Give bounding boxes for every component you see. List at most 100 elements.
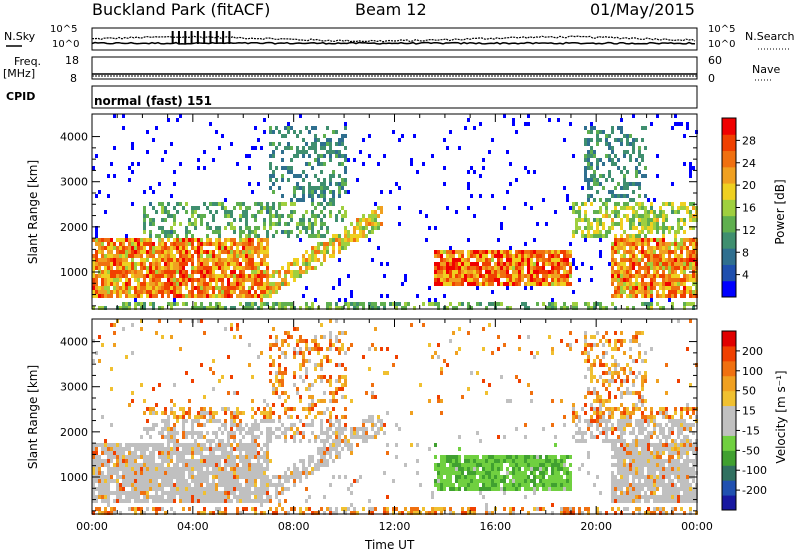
heatmap-cell <box>266 242 269 246</box>
heatmap-cell <box>176 210 179 214</box>
heatmap-cell <box>632 254 635 258</box>
heatmap-cell <box>593 306 596 310</box>
heatmap-cell <box>527 266 530 270</box>
heatmap-cell <box>335 218 338 222</box>
heatmap-cell <box>296 234 299 238</box>
heatmap-cell <box>233 419 236 423</box>
heatmap-cell <box>329 455 332 459</box>
heatmap-cell <box>224 487 227 491</box>
heatmap-cell <box>212 230 215 234</box>
heatmap-cell <box>146 467 149 471</box>
heatmap-cell <box>242 254 245 258</box>
heatmap-cell <box>323 222 326 226</box>
heatmap-cell <box>203 214 206 218</box>
heatmap-cell <box>158 226 161 230</box>
heatmap-cell <box>683 262 686 266</box>
heatmap-cell <box>374 431 377 435</box>
heatmap-cell <box>428 298 431 302</box>
heatmap-cell <box>623 150 626 154</box>
heatmap-cell <box>101 262 104 266</box>
heatmap-cell <box>167 451 170 455</box>
heatmap-cell <box>131 170 134 174</box>
heatmap-cell <box>266 238 269 242</box>
heatmap-cell <box>233 391 236 395</box>
heatmap-cell <box>257 499 260 503</box>
heatmap-cell <box>197 487 200 491</box>
heatmap-cell <box>476 459 479 463</box>
heatmap-cell <box>236 467 239 471</box>
heatmap-cell <box>281 158 284 162</box>
heatmap-cell <box>596 226 599 230</box>
heatmap-cell <box>119 294 122 298</box>
heatmap-cell <box>410 411 413 415</box>
heatmap-cell <box>347 306 350 310</box>
heatmap-cell <box>236 242 239 246</box>
heatmap-cell <box>176 451 179 455</box>
heatmap-cell <box>482 471 485 475</box>
heatmap-cell <box>236 443 239 447</box>
heatmap-cell <box>173 495 176 499</box>
heatmap-cell <box>164 246 167 250</box>
heatmap-cell <box>329 411 332 415</box>
heatmap-cell <box>497 463 500 467</box>
heatmap-cell <box>266 202 269 206</box>
heatmap-cell <box>479 475 482 479</box>
heatmap-cell <box>485 475 488 479</box>
heatmap-cell <box>668 294 671 298</box>
heatmap-cell <box>179 455 182 459</box>
heatmap-cell <box>92 467 95 471</box>
heatmap-cell <box>227 262 230 266</box>
heatmap-cell <box>308 146 311 150</box>
heatmap-cell <box>284 511 287 515</box>
heatmap-cell <box>230 467 233 471</box>
heatmap-cell <box>677 266 680 270</box>
heatmap-cell <box>536 254 539 258</box>
heatmap-cell <box>638 182 641 186</box>
heatmap-cell <box>161 507 164 511</box>
heatmap-cell <box>638 218 641 222</box>
heatmap-cell <box>458 282 461 286</box>
heatmap-cell <box>245 447 248 451</box>
heatmap-cell <box>260 294 263 298</box>
heatmap-cell <box>134 451 137 455</box>
heatmap-cell <box>434 463 437 467</box>
heatmap-cell <box>614 242 617 246</box>
heatmap-cell <box>470 306 473 310</box>
heatmap-cell <box>233 475 236 479</box>
heatmap-cell <box>299 395 302 399</box>
heatmap-cell <box>179 114 182 118</box>
heatmap-cell <box>302 270 305 274</box>
heatmap-cell <box>215 475 218 479</box>
heatmap-cell <box>305 162 308 166</box>
heatmap-cell <box>164 427 167 431</box>
heatmap-cell <box>653 286 656 290</box>
heatmap-cell <box>215 278 218 282</box>
heatmap-cell <box>314 415 317 419</box>
heatmap-cell <box>176 475 179 479</box>
heatmap-cell <box>452 254 455 258</box>
heatmap-cell <box>233 282 236 286</box>
heatmap-cell <box>152 467 155 471</box>
heatmap-cell <box>176 487 179 491</box>
heatmap-cell <box>314 367 317 371</box>
heatmap-cell <box>170 435 173 439</box>
heatmap-cell <box>206 411 209 415</box>
heatmap-cell <box>443 483 446 487</box>
heatmap-cell <box>659 282 662 286</box>
heatmap-cell <box>230 451 233 455</box>
heatmap-cell <box>329 190 332 194</box>
heatmap-cell <box>209 294 212 298</box>
heatmap-cell <box>500 459 503 463</box>
heatmap-cell <box>554 278 557 282</box>
heatmap-cell <box>491 266 494 270</box>
heatmap-cell <box>245 242 248 246</box>
heatmap-cell <box>302 431 305 435</box>
heatmap-cell <box>368 347 371 351</box>
heatmap-cell <box>299 507 302 511</box>
heatmap-cell <box>275 270 278 274</box>
heatmap-cell <box>305 475 308 479</box>
heatmap-cell <box>242 495 245 499</box>
heatmap-cell <box>134 483 137 487</box>
heatmap-cell <box>515 178 518 182</box>
heatmap-cell <box>260 282 263 286</box>
